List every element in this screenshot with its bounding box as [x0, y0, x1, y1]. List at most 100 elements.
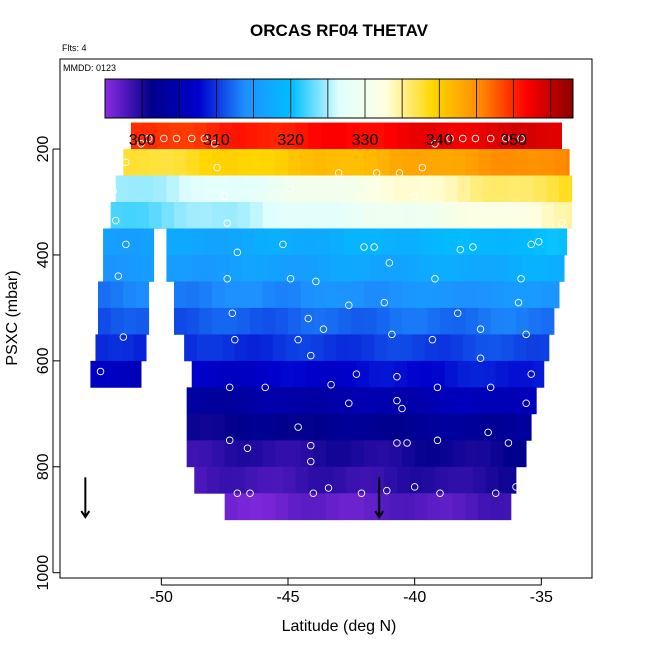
heatmap-cell — [300, 387, 314, 415]
sample-point — [312, 277, 320, 286]
heatmap-cell — [452, 493, 466, 521]
heatmap-cell — [369, 228, 383, 256]
sample-point — [370, 243, 378, 251]
sample-point — [223, 219, 231, 227]
heatmap-cell — [465, 281, 479, 309]
heatmap-cell — [503, 149, 517, 176]
heatmap-cell — [503, 413, 517, 441]
heatmap-cell — [356, 175, 370, 203]
sample-point — [453, 309, 462, 317]
sample-point — [385, 259, 394, 267]
heatmap-cell — [460, 466, 474, 494]
heatmap-cell — [427, 201, 441, 229]
heatmap-cell — [364, 149, 378, 176]
heatmap-cell — [305, 254, 319, 282]
heatmap-cell — [267, 360, 281, 388]
heatmap-cell — [516, 440, 527, 468]
heatmap-cell — [440, 149, 454, 176]
sample-point — [527, 370, 535, 378]
heatmap-cell — [386, 334, 400, 362]
heatmap-cell — [110, 281, 124, 309]
heatmap-cell — [262, 149, 276, 176]
heatmap-cell — [414, 493, 428, 521]
heatmap-cell — [308, 122, 322, 150]
heatmap-cell — [559, 228, 568, 256]
heatmap-cell — [533, 360, 545, 388]
heatmap-cell — [490, 149, 504, 176]
sample-point — [476, 354, 485, 362]
heatmap-cell — [465, 201, 479, 229]
heatmap-cell — [516, 307, 530, 335]
heatmap-cell — [148, 149, 162, 176]
heatmap-cell — [204, 175, 218, 203]
heatmap-cell — [389, 413, 403, 441]
heatmap-cell — [130, 122, 144, 150]
heatmap-cell — [437, 334, 451, 362]
heatmap-cell — [338, 149, 352, 176]
heatmap-cell — [275, 307, 289, 335]
sample-point — [522, 330, 530, 339]
heatmap-cell — [475, 334, 489, 362]
heatmap-cell — [326, 307, 340, 335]
heatmap-cell — [136, 201, 150, 229]
colorbar-tick-label: 330 — [352, 132, 379, 149]
sample-point — [160, 134, 168, 143]
heatmap-cell — [399, 334, 413, 362]
heatmap-cell — [288, 493, 302, 521]
sample-point — [233, 489, 242, 498]
heatmap-cell — [412, 334, 426, 362]
heatmap-cell — [364, 307, 378, 335]
sample-point — [398, 404, 406, 413]
heatmap-cell — [260, 334, 274, 362]
sample-point — [187, 134, 196, 143]
heatmap-cell — [237, 413, 251, 441]
heatmap-cell — [424, 334, 438, 362]
heatmap-cell — [516, 387, 530, 415]
heatmap-cell — [338, 413, 352, 441]
heatmap-cell — [272, 334, 286, 362]
heatmap-cell — [275, 413, 289, 441]
heatmap-cell — [351, 413, 365, 441]
heatmap-cell — [554, 149, 568, 176]
sample-point — [428, 335, 437, 344]
sample-point — [535, 237, 543, 246]
heatmap-cell — [427, 307, 441, 335]
heatmap-cell — [123, 149, 137, 176]
heatmap-cell — [217, 360, 231, 388]
heatmap-cell — [465, 440, 479, 468]
heatmap-cell — [229, 360, 243, 388]
heatmap-cell — [318, 228, 332, 256]
heatmap-cell — [445, 360, 459, 388]
heatmap-cell — [478, 201, 492, 229]
sample-point — [380, 298, 389, 307]
heatmap-cell — [427, 281, 441, 309]
heatmap-cell — [237, 149, 251, 176]
heatmap-cell — [407, 228, 421, 256]
heatmap-cell — [103, 360, 117, 388]
heatmap-cell — [326, 281, 340, 309]
heatmap-cell — [166, 254, 180, 282]
heatmap-cell — [402, 413, 416, 441]
heatmap-cell — [447, 466, 461, 494]
sample-point — [309, 489, 318, 498]
heatmap-cell — [409, 466, 423, 494]
sample-point — [502, 134, 510, 143]
heatmap-cell — [275, 493, 289, 521]
heatmap-cell — [440, 493, 454, 521]
heatmap-cell — [320, 122, 334, 150]
heatmap-cell — [356, 228, 370, 256]
heatmap-cell — [485, 122, 499, 150]
sample-point — [345, 399, 353, 407]
heatmap-cell — [488, 334, 502, 362]
heatmap-cell — [136, 149, 150, 176]
heatmap-cell — [516, 201, 530, 229]
heatmap-cell — [318, 360, 332, 388]
flights-annotation: Flts: 4 — [62, 43, 87, 53]
heatmap-cell — [470, 228, 484, 256]
heatmap-cell — [452, 149, 466, 176]
sample-point — [388, 330, 396, 339]
sample-point — [261, 383, 269, 392]
heatmap-cell — [199, 281, 213, 309]
heatmap-cell — [250, 201, 264, 229]
heatmap-cell — [546, 254, 560, 282]
